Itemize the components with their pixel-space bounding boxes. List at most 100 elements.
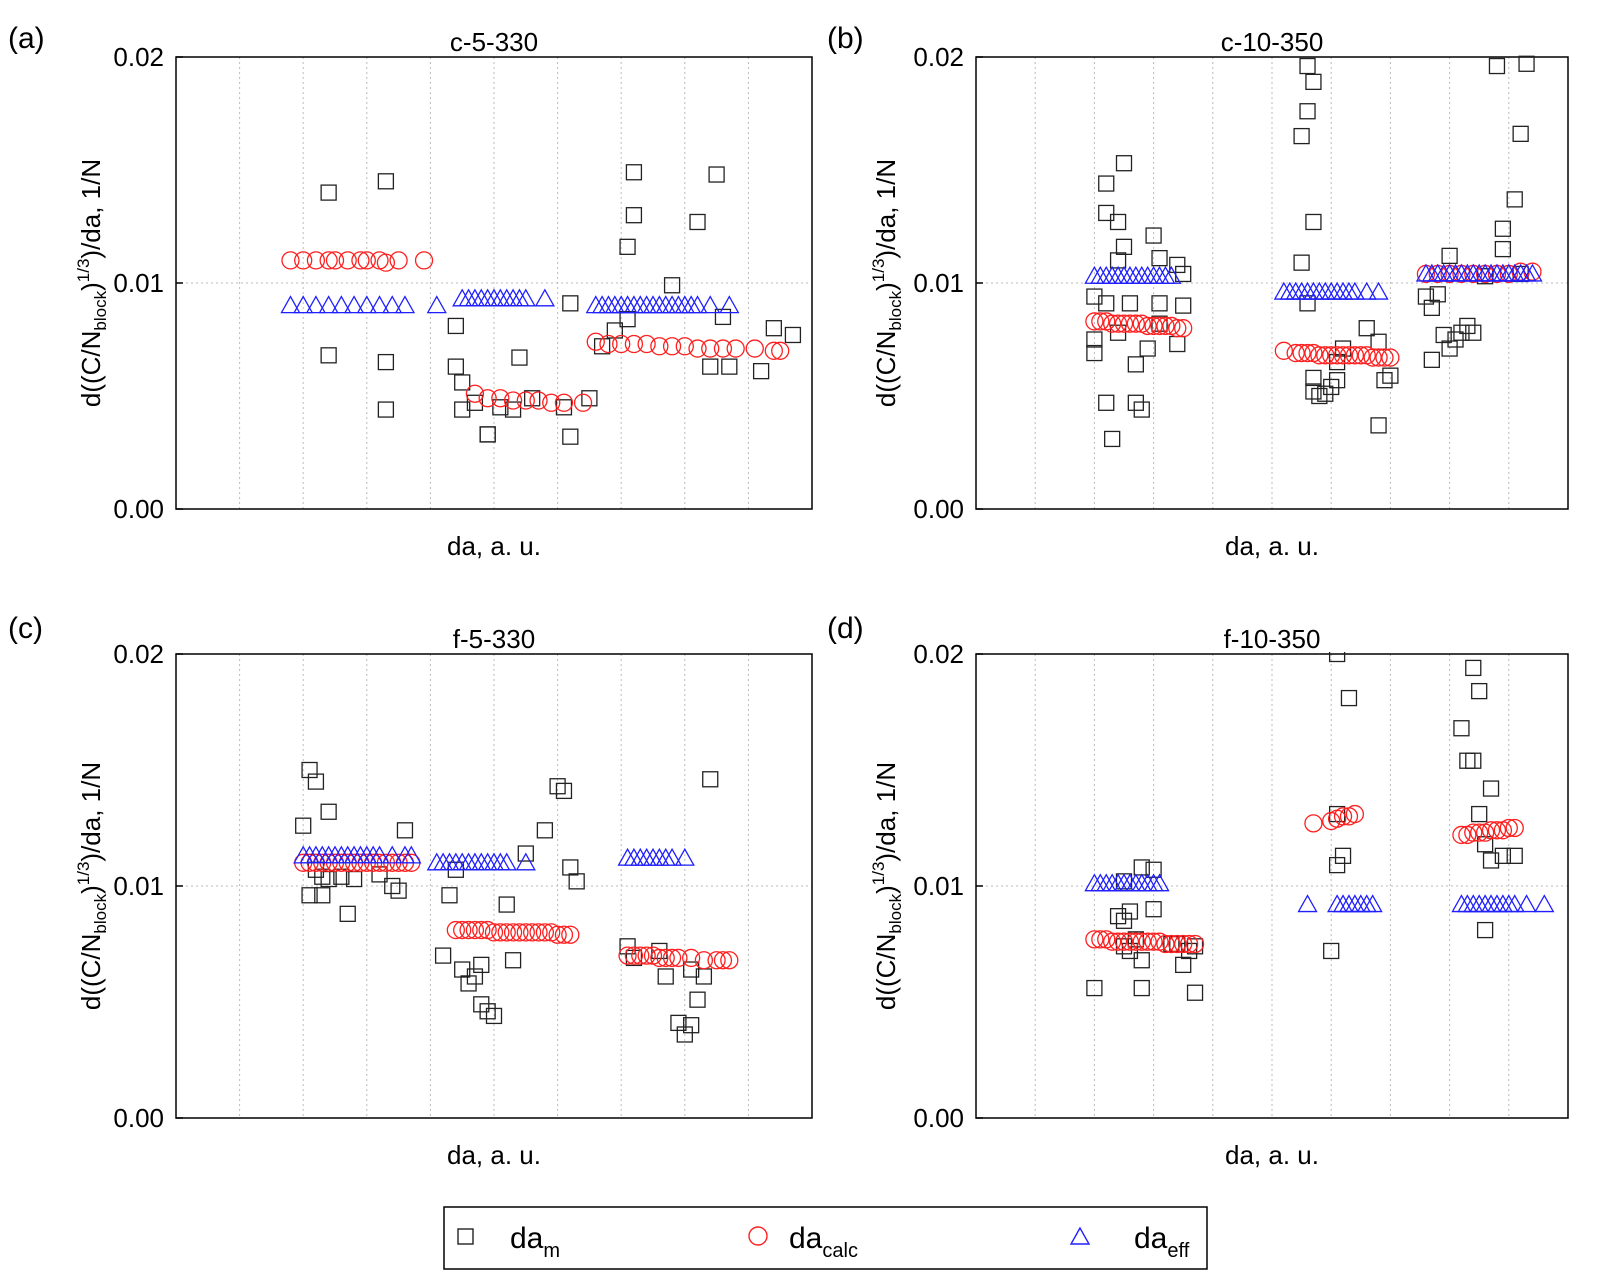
- data-point-da-eff: [471, 288, 492, 307]
- y-tick-label: 0.01: [913, 268, 964, 298]
- data-point-da-m: [721, 358, 738, 375]
- data-point-da-m: [1186, 984, 1204, 1001]
- data-point-da-m: [1340, 689, 1358, 707]
- data-point-da-calc: [586, 332, 605, 351]
- data-point-da-m: [479, 1003, 496, 1020]
- data-point-da-eff: [509, 288, 530, 307]
- data-point-da-m: [1109, 252, 1127, 269]
- data-point-da-calc: [351, 251, 370, 270]
- data-point-da-calc: [573, 393, 593, 412]
- data-point-da-calc: [414, 251, 434, 270]
- data-point-da-eff: [1090, 265, 1111, 284]
- data-point-da-eff: [1137, 265, 1158, 284]
- y-axis-label: d((C/Nblock)1/3)/da, 1/N: [869, 159, 905, 407]
- data-point-da-eff: [464, 288, 486, 307]
- data-point-da-eff: [636, 847, 657, 866]
- legend-label-da-m: dam: [510, 1222, 560, 1262]
- data-point-da-m: [1328, 372, 1346, 389]
- data-point-da-m: [1121, 903, 1139, 920]
- data-point-da-m: [1459, 752, 1476, 769]
- data-point-da-m: [670, 1014, 687, 1032]
- data-point-da-calc: [1168, 319, 1187, 338]
- data-point-da-eff: [496, 288, 517, 307]
- data-point-da-m: [676, 1026, 693, 1043]
- data-point-da-calc: [1144, 316, 1163, 336]
- data-point-da-m: [301, 887, 318, 904]
- data-point-da-calc: [1499, 818, 1518, 838]
- data-point-da-m: [301, 761, 318, 779]
- data-point-da-m: [714, 308, 732, 326]
- data-point-da-calc: [497, 923, 516, 942]
- data-point-da-calc: [1452, 825, 1471, 845]
- data-point-da-calc: [1132, 932, 1151, 951]
- chart-title: f-5-330: [453, 624, 535, 654]
- data-point-da-m: [1482, 780, 1500, 797]
- data-point-da-calc: [1174, 319, 1193, 338]
- data-point-da-eff: [502, 288, 524, 307]
- data-point-da-calc: [1286, 343, 1305, 363]
- data-point-da-calc: [707, 951, 726, 970]
- panels: 0.00 0.01 0.02 c-5-330 (a) da, a. u. d((C/Nblo…: [8, 22, 1569, 1170]
- data-point-da-eff: [1309, 281, 1330, 300]
- data-point-da-calc: [1150, 316, 1169, 336]
- data-point-da-m: [1494, 240, 1512, 258]
- data-point-da-eff: [1356, 894, 1377, 913]
- data-point-da-calc: [1120, 314, 1140, 333]
- data-point-da-calc: [669, 948, 688, 968]
- data-point-da-calc: [453, 920, 472, 940]
- x-axis-label: da, a. u.: [1225, 531, 1319, 561]
- data-point-da-m: [1098, 175, 1115, 192]
- data-point-da-m: [1145, 901, 1162, 918]
- data-point-da-m: [625, 164, 643, 181]
- data-point-da-calc: [491, 389, 510, 408]
- data-point-da-m: [619, 311, 636, 328]
- data-point-da-m: [1334, 847, 1352, 864]
- data-point-da-calc: [624, 946, 644, 965]
- data-point-da-eff: [719, 295, 740, 314]
- legend-marker-da-m: [457, 1228, 474, 1245]
- data-point-da-m: [1506, 847, 1523, 864]
- panel-label: (d): [827, 612, 864, 645]
- data-point-da-m: [434, 947, 452, 964]
- panel-label: (b): [827, 22, 864, 55]
- legend-label-da-eff: daeff: [1134, 1222, 1190, 1262]
- data-point-da-m: [1476, 268, 1494, 285]
- data-point-da-m: [1370, 417, 1387, 434]
- x-axis-label: da, a. u.: [1225, 1140, 1319, 1170]
- data-point-da-calc: [529, 391, 548, 410]
- data-point-da-eff: [1084, 265, 1105, 284]
- data-point-da-m: [511, 349, 528, 366]
- data-point-da-eff: [1338, 894, 1360, 913]
- data-point-da-eff: [1285, 281, 1306, 300]
- data-point-da-eff: [1451, 894, 1472, 913]
- data-point-da-calc: [1351, 346, 1370, 365]
- data-point-da-calc: [478, 389, 497, 408]
- data-point-da-m: [1471, 805, 1488, 823]
- data-point-da-eff: [394, 295, 416, 314]
- data-point-da-m: [683, 1017, 700, 1034]
- y-axis-label: d((C/Nblock)1/3)/da, 1/N: [74, 762, 110, 1010]
- data-point-da-eff: [623, 295, 645, 314]
- data-point-da-m: [1323, 378, 1340, 396]
- data-point-da-m: [1328, 652, 1346, 663]
- data-point-da-calc: [561, 925, 580, 944]
- data-point-da-eff: [1321, 281, 1342, 300]
- data-point-da-eff: [655, 295, 676, 314]
- data-point-da-calc: [1138, 932, 1157, 951]
- data-point-da-m: [1465, 324, 1482, 341]
- data-point-da-calc: [631, 946, 650, 965]
- data-point-da-m: [504, 401, 522, 418]
- chart-panel-1: 0.00 0.01 0.02 c-5-330 (a) da, a. u. d((C/Nblo…: [8, 22, 813, 561]
- data-point-da-calc: [1345, 346, 1365, 365]
- data-point-da-calc: [1085, 930, 1104, 949]
- data-point-da-calc: [389, 251, 408, 270]
- data-point-da-m: [377, 353, 395, 371]
- data-point-da-calc: [529, 923, 548, 942]
- data-point-da-m: [1423, 351, 1440, 368]
- data-point-da-m: [1299, 295, 1316, 312]
- data-point-da-eff: [1332, 894, 1354, 913]
- data-point-da-eff: [617, 847, 638, 866]
- data-point-da-m: [307, 773, 325, 790]
- data-point-da-eff: [1368, 281, 1389, 300]
- data-point-da-eff: [356, 295, 377, 314]
